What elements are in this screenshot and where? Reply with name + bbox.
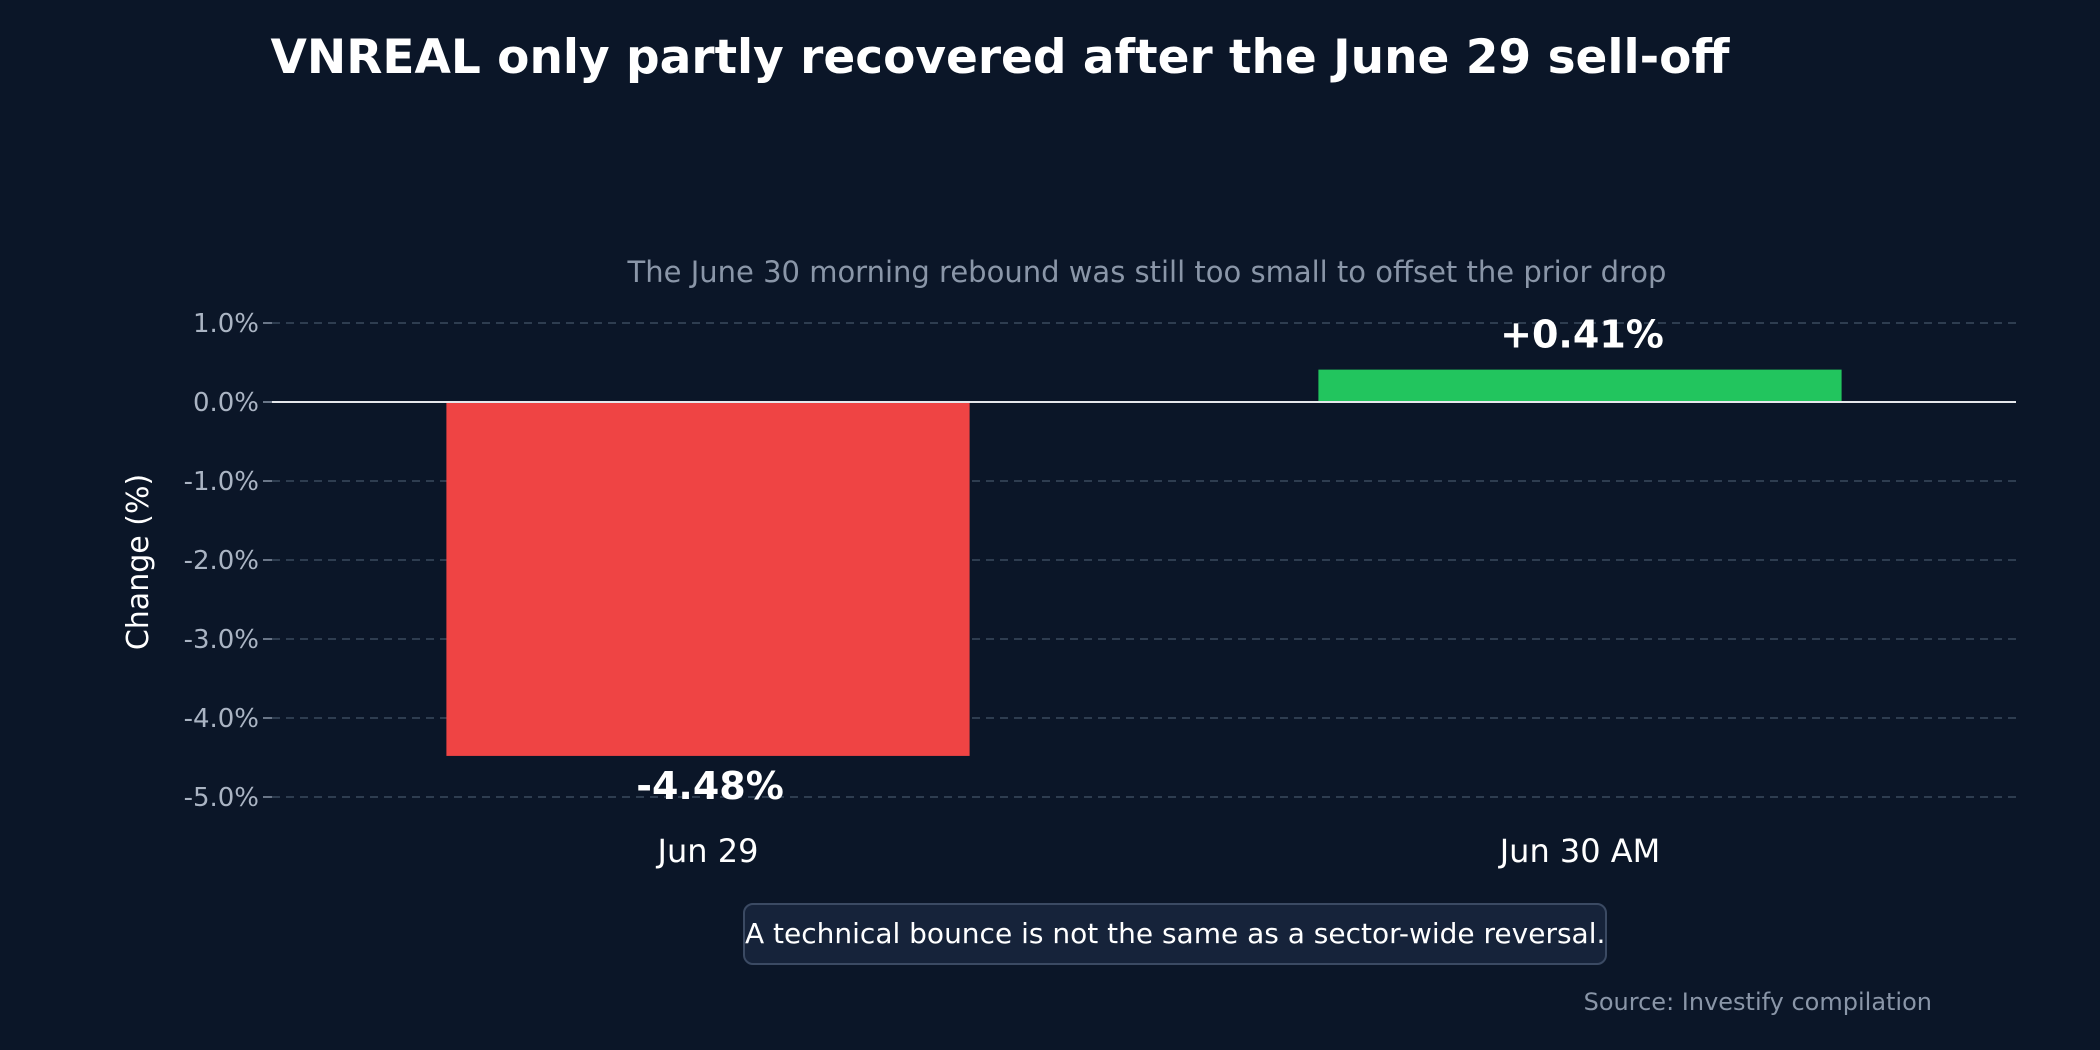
x-tick-label: Jun 30 AM — [1498, 832, 1661, 870]
grid-lines — [272, 322, 2016, 798]
y-tick-label: 1.0% — [193, 309, 259, 339]
data-label: +0.41% — [1500, 313, 1664, 357]
source-note: Source: Investify compilation — [1583, 988, 1932, 1016]
chart-subtitle: The June 30 morning rebound was still to… — [627, 255, 1667, 289]
y-tick-label: 0.0% — [193, 388, 259, 418]
x-tick-label: Jun 29 — [656, 832, 759, 870]
bar-jun-30-am — [1318, 369, 1842, 402]
data-labels: -4.48% +0.41% — [636, 313, 1664, 808]
data-label: -4.48% — [636, 764, 784, 808]
y-tick-label: -1.0% — [184, 467, 259, 497]
chart-title: VNREAL only partly recovered after the J… — [270, 30, 1730, 85]
bar-jun-29 — [446, 402, 970, 756]
y-tick-label: -4.0% — [184, 704, 259, 734]
annotation-box: A technical bounce is not the same as a … — [743, 903, 1607, 965]
y-tick-label: -5.0% — [184, 783, 259, 813]
y-tick-label: -2.0% — [184, 546, 259, 576]
y-axis-ticks: 1.0% 0.0% -1.0% -2.0% -3.0% -4.0% -5.0% — [184, 309, 272, 813]
y-tick-label: -3.0% — [184, 625, 259, 655]
y-axis-label: Change (%) — [121, 474, 156, 650]
bars — [272, 369, 2016, 756]
x-axis-labels: Jun 29 Jun 30 AM — [656, 832, 1661, 870]
